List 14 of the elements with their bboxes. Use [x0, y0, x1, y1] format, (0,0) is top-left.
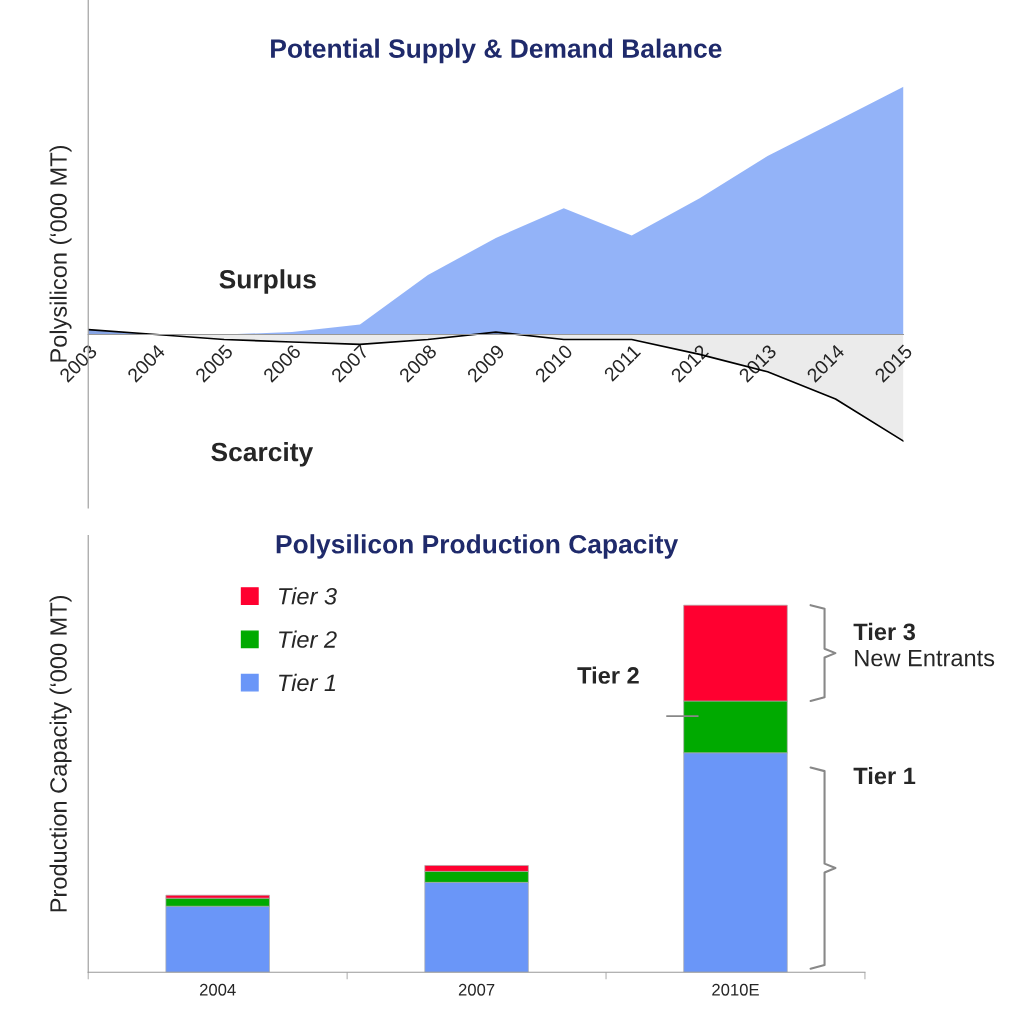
annotation: Surplus	[219, 269, 316, 294]
x-tick-label: 2007	[458, 983, 495, 996]
x-tick-label: 2004	[199, 983, 236, 996]
annotation: Tier 3 New Entrants	[853, 622, 995, 667]
annotation: Tier 2	[577, 666, 639, 684]
x-tick-label: 2010E	[712, 983, 759, 996]
text: Scarcity	[211, 441, 314, 467]
y-axis-title: Production Capacity (‘000 MT)	[49, 595, 72, 912]
chart-title: Polysilicon Production Capacity	[276, 534, 679, 559]
chart-title: Potential Supply & Demand Balance	[271, 38, 722, 64]
legend-label: Tier 2	[279, 630, 337, 648]
annotation: Tier 1	[853, 766, 916, 785]
legend-label: Tier 1	[279, 673, 336, 692]
legend-label: Tier 3	[279, 587, 337, 605]
